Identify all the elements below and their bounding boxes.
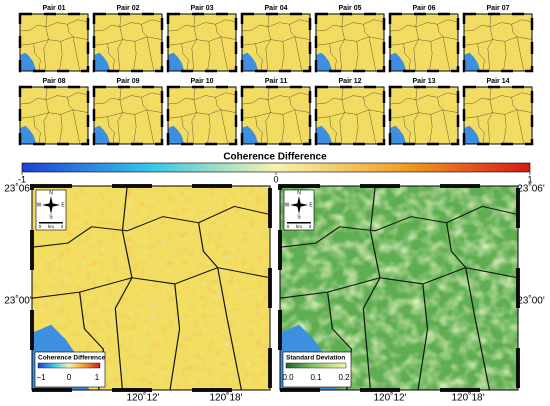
legend: Coherence Difference −1 0 1 <box>35 352 106 387</box>
pair-map: Pair 01 <box>20 5 88 71</box>
legend-title: Coherence Difference <box>38 355 106 362</box>
pair-title: Pair 03 <box>191 5 214 12</box>
pair-title: Pair 06 <box>413 5 436 12</box>
map-image <box>316 87 384 144</box>
pair-title: Pair 13 <box>413 78 436 85</box>
pair-title: Pair 02 <box>117 5 140 12</box>
pair-map: Pair 03 <box>168 5 236 71</box>
pair-map: Pair 09 <box>94 78 162 144</box>
compass-w: W <box>285 202 290 208</box>
colorbar-tick-label: -1 <box>18 174 26 184</box>
pair-title: Pair 08 <box>43 78 66 85</box>
colorbar-tick-label: 0 <box>273 174 278 184</box>
legend-tick: 0.0 <box>282 373 294 382</box>
map-image <box>316 14 384 71</box>
pair-title: Pair 14 <box>487 78 510 85</box>
lat-label: 23˚00' <box>4 295 32 307</box>
pair-map: Pair 05 <box>316 5 384 71</box>
compass-n: N <box>49 190 53 196</box>
lat-label: 23˚06' <box>4 183 32 195</box>
pair-title: Pair 09 <box>117 78 140 85</box>
legend-tick: 0.1 <box>310 373 322 382</box>
map-image <box>168 87 236 144</box>
pair-map: Pair 11 <box>242 78 310 144</box>
pair-title: Pair 07 <box>487 5 510 12</box>
map-image <box>20 14 88 71</box>
pair-title: Pair 10 <box>191 78 214 85</box>
map-image <box>390 14 458 71</box>
map-image <box>20 87 88 144</box>
lat-label: 23˚00' <box>517 295 545 307</box>
scale-label: km <box>296 224 302 229</box>
lon-label: 120˚12' <box>373 392 406 404</box>
colorbar-tick-label: 1 <box>527 174 532 184</box>
pair-title: Pair 04 <box>265 5 288 12</box>
legend-tick: 0.2 <box>338 373 350 382</box>
pair-map: Pair 10 <box>168 78 236 144</box>
lat-label: 23˚06' <box>517 183 545 195</box>
pair-map: Pair 14 <box>464 78 532 144</box>
map-image <box>94 14 162 71</box>
map-image <box>464 87 532 144</box>
pair-map: Pair 06 <box>390 5 458 71</box>
pair-map: Pair 12 <box>316 78 384 144</box>
compass: NSEW0km3 <box>284 190 314 230</box>
map-image <box>242 87 310 144</box>
lon-label: 120˚12' <box>126 392 159 404</box>
compass-w: W <box>37 202 42 208</box>
pair-map: Pair 07 <box>464 5 532 71</box>
pair-map: Pair 02 <box>94 5 162 71</box>
pair-title: Pair 01 <box>43 5 66 12</box>
map-image <box>242 14 310 71</box>
compass: NSEW0km3 <box>36 190 66 230</box>
legend-tick: 0 <box>67 373 72 382</box>
pair-title: Pair 12 <box>339 78 362 85</box>
legend-title: Standard Deviation <box>286 355 345 362</box>
legend-tick: −1 <box>36 373 46 382</box>
colorbar <box>22 163 530 172</box>
scale-label: km <box>48 224 54 229</box>
pair-map: Pair 13 <box>390 78 458 144</box>
pair-title: Pair 11 <box>265 78 288 85</box>
colorbar-title: Coherence Difference <box>223 152 327 163</box>
lon-label: 120˚18' <box>209 392 242 404</box>
map-image <box>390 87 458 144</box>
pair-map: Pair 04 <box>242 5 310 71</box>
lon-label: 120˚18' <box>451 392 484 404</box>
legend: Standard Deviation 0.0 0.1 0.2 <box>282 352 351 387</box>
map-image <box>168 14 236 71</box>
compass-n: N <box>297 190 301 196</box>
map-image <box>464 14 532 71</box>
map-image <box>94 87 162 144</box>
pair-title: Pair 05 <box>339 5 362 12</box>
legend-tick: 1 <box>95 373 100 382</box>
pair-map: Pair 08 <box>20 78 88 144</box>
